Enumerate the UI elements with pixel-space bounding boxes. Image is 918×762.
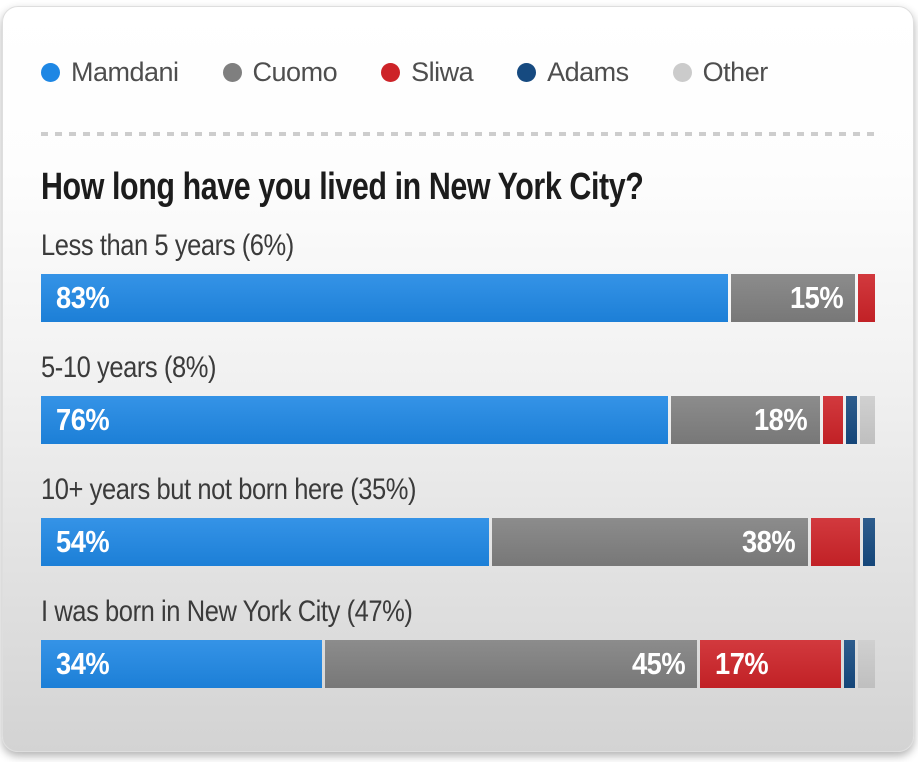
segment-value-label: 76% xyxy=(55,402,110,437)
legend-item: Other xyxy=(672,57,769,88)
segment-value-label: 17% xyxy=(715,646,769,681)
bar-group-label: I was born in New York City (47%) xyxy=(41,595,413,628)
bar-segment-mamdani: 54% xyxy=(41,518,490,566)
legend-dot-icon xyxy=(41,63,60,82)
bar-segment-sliwa xyxy=(810,518,861,566)
segment-value-label: 15% xyxy=(789,280,844,315)
poll-card: Mamdani Cuomo Sliwa Adams Other How long… xyxy=(2,6,914,752)
legend-item-label: Adams xyxy=(547,57,629,87)
bar-group-label: Less than 5 years (6%) xyxy=(41,229,294,262)
legend-dot-icon xyxy=(222,63,242,82)
bar-segment-cuomo: 38% xyxy=(492,518,808,566)
segment-value-label: 18% xyxy=(754,402,808,437)
legend-item: Mamdani xyxy=(41,57,179,88)
legend-item: Cuomo xyxy=(222,57,338,88)
bar-segment-sliwa xyxy=(822,396,843,444)
bar-segment-mamdani: 83% xyxy=(41,274,729,322)
bar-segment-adams xyxy=(843,640,856,688)
bar-segment-cuomo: 45% xyxy=(325,640,698,688)
segment-value-label: 34% xyxy=(55,646,110,681)
legend-item-label: Cuomo xyxy=(252,57,338,87)
bar-segment-cuomo: 15% xyxy=(731,274,856,322)
segment-value-label: 54% xyxy=(55,524,110,559)
legend-dot-icon xyxy=(672,63,692,82)
bar-group: 5-10 years (8%) 76% 18% xyxy=(41,351,875,444)
segment-value-label: 83% xyxy=(55,280,110,315)
legend-item-label: Sliwa xyxy=(411,57,474,87)
bar-groups: Less than 5 years (6%) 83% 15% 5-10 years… xyxy=(41,229,875,688)
bar-segment-other xyxy=(858,640,875,688)
bar-segment-adams xyxy=(845,396,858,444)
bar-group-label: 10+ years but not born here (35%) xyxy=(41,473,417,506)
chart-title: How long have you lived in New York City… xyxy=(41,166,644,208)
segment-value-label: 45% xyxy=(631,646,686,681)
bar-segment-adams xyxy=(863,518,875,566)
legend-item: Adams xyxy=(517,57,629,88)
stacked-bar: 34% 45% 17% xyxy=(41,640,875,688)
bar-group: 10+ years but not born here (35%) 54% 38% xyxy=(41,473,875,566)
legend-item-label: Mamdani xyxy=(71,57,179,87)
stacked-bar: 83% 15% xyxy=(41,274,875,322)
legend: Mamdani Cuomo Sliwa Adams Other xyxy=(41,57,875,88)
bar-segment-other xyxy=(860,396,875,444)
bar-group-label: 5-10 years (8%) xyxy=(41,351,217,384)
stacked-bar: 54% 38% xyxy=(41,518,875,566)
bar-segment-sliwa: 17% xyxy=(700,640,841,688)
legend-item-label: Other xyxy=(702,57,769,87)
bar-group: I was born in New York City (47%) 34% 45%… xyxy=(41,595,875,688)
bar-segment-cuomo: 18% xyxy=(671,396,820,444)
stacked-bar: 76% 18% xyxy=(41,396,875,444)
legend-item: Sliwa xyxy=(381,57,474,88)
segment-value-label: 38% xyxy=(741,524,796,559)
dashed-divider xyxy=(41,132,875,136)
bar-group: Less than 5 years (6%) 83% 15% xyxy=(41,229,875,322)
legend-dot-icon xyxy=(381,63,401,82)
bar-segment-sliwa xyxy=(858,274,875,322)
bar-segment-mamdani: 34% xyxy=(41,640,323,688)
legend-dot-icon xyxy=(517,63,537,82)
bar-segment-mamdani: 76% xyxy=(41,396,669,444)
